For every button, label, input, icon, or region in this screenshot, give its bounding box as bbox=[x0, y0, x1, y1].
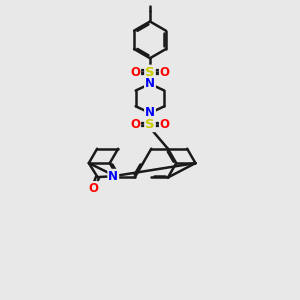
Text: S: S bbox=[145, 66, 155, 79]
Text: O: O bbox=[88, 182, 98, 195]
Text: O: O bbox=[130, 118, 140, 131]
Text: N: N bbox=[145, 106, 155, 119]
Text: N: N bbox=[145, 77, 155, 90]
Text: O: O bbox=[160, 118, 170, 131]
Text: O: O bbox=[160, 66, 170, 79]
Text: O: O bbox=[130, 66, 140, 79]
Text: S: S bbox=[145, 118, 155, 131]
Text: N: N bbox=[108, 170, 118, 183]
